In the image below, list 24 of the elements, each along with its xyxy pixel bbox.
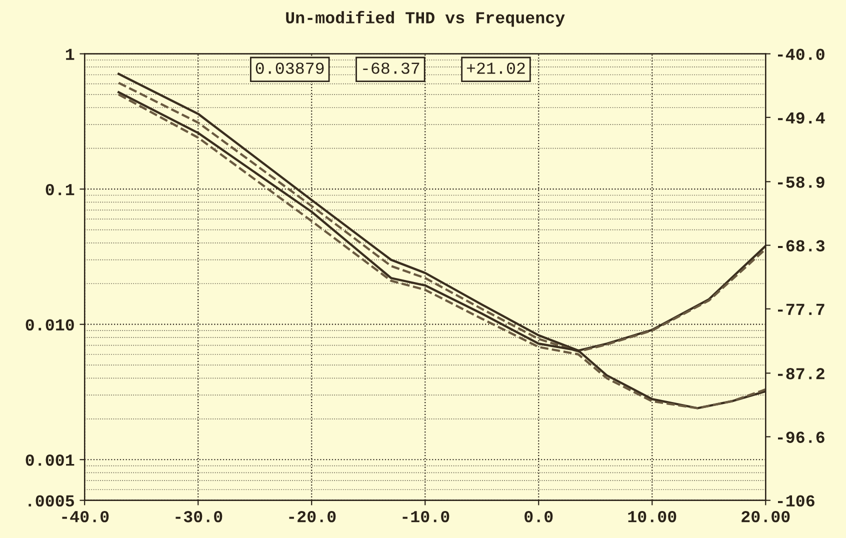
y-tick-label: 0.1 [46,184,74,196]
x-tick-label: -30.0 [176,510,222,522]
x-tick-label: -10.0 [402,510,450,522]
x-tick-label: -40.0 [62,510,109,522]
y2-tick-label: -87.2 [778,368,824,380]
y2-tick-label: -58.9 [778,176,824,188]
annotation: 0.03879 [256,62,324,74]
y2-tick-label: -96.6 [778,432,824,443]
annotation: -68.37 [363,62,420,74]
x-tick-label: 20.00 [742,510,790,522]
chart-title: Un-modified THD vs Frequency [286,10,565,27]
y2-tick-label: -68.3 [778,240,825,252]
y-tick-label: 0.001 [26,454,74,466]
x-tick-label: -20.0 [289,510,336,522]
y-tick-label: 1 [66,48,74,60]
y2-tick-label: -49.4 [778,112,825,124]
x-tick-label: 10.00 [628,510,676,522]
y2-tick-label: -77.7 [778,304,824,315]
y-tick-label: 0.010 [26,319,74,331]
x-tick-label: 0.0 [524,510,553,522]
y-tick-label: .0005 [28,495,74,507]
annotation: +21.02 [466,62,525,74]
y2-tick-label: -40.0 [778,48,824,60]
y2-tick-label: -106 [778,495,814,507]
